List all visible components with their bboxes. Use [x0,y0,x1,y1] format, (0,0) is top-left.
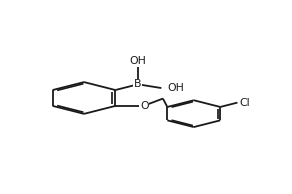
Text: O: O [140,101,149,111]
Text: OH: OH [167,83,184,93]
Text: B: B [134,79,142,89]
Text: OH: OH [130,56,146,66]
Text: Cl: Cl [240,98,250,108]
